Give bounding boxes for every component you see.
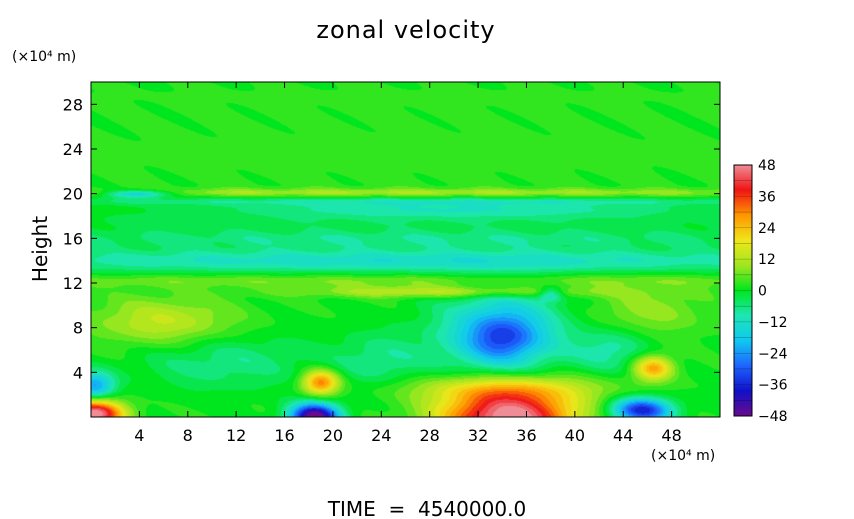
x-tick-label: 32 [468,426,488,445]
x-tick-label: 48 [661,426,681,445]
x-tick-label: 36 [516,426,536,445]
y-tick-label: 24 [63,140,83,159]
y-tick-label: 8 [73,319,83,338]
y-tick-label: 16 [63,229,83,248]
x-tick-label: 16 [274,426,294,445]
x-tick-label: 4 [134,426,144,445]
y-axis: 4 8 12 16 20 24 28 [63,95,720,382]
chart-title: zonal velocity [316,16,495,44]
x-tick-label: 28 [420,426,440,445]
colorbar-levels [734,180,752,401]
y-axis-unit: (×10⁴ m) [12,49,76,65]
colorbar-tick-label: 12 [758,252,776,268]
colorbar-frame [733,164,753,417]
colorbar-tick-label: −36 [758,378,788,394]
colorbar-tick-label: 48 [758,158,776,174]
plot-area [90,81,721,418]
x-tick-label: 40 [565,426,585,445]
colorbar-tick-label: 24 [758,221,776,237]
colorbar-tick-label: −24 [758,346,788,362]
y-tick-label: 4 [73,363,83,382]
x-axis-unit: (×10⁴ m) [651,448,715,464]
x-tick-label: 44 [613,426,633,445]
colorbar-ticks: 48 36 24 12 0 −12 −24 −36 −48 [758,158,788,425]
y-tick-label: 20 [63,185,83,204]
y-tick-label: 28 [63,95,83,114]
x-tick-label: 24 [371,426,391,445]
x-tick-label: 20 [323,426,343,445]
colorbar-tick-label: −48 [758,409,788,425]
x-tick-label: 12 [226,426,246,445]
colorbar: 48 36 24 12 0 −12 −24 −36 −48 [733,158,788,425]
velocity-field [91,82,720,417]
time-label: TIME = 4540000.0 [327,497,526,519]
colorbar-tick-label: 36 [758,189,776,205]
y-axis-label: Height [28,216,52,282]
colorbar-tick-label: 0 [758,284,767,300]
plot-frame [90,81,721,418]
colorbar-tick-label: −12 [758,315,788,331]
x-tick-label: 8 [183,426,193,445]
colorbar-ramp [734,165,752,416]
x-axis: 4 8 12 16 20 24 28 32 36 40 44 48 [134,82,682,445]
y-tick-label: 12 [63,274,83,293]
